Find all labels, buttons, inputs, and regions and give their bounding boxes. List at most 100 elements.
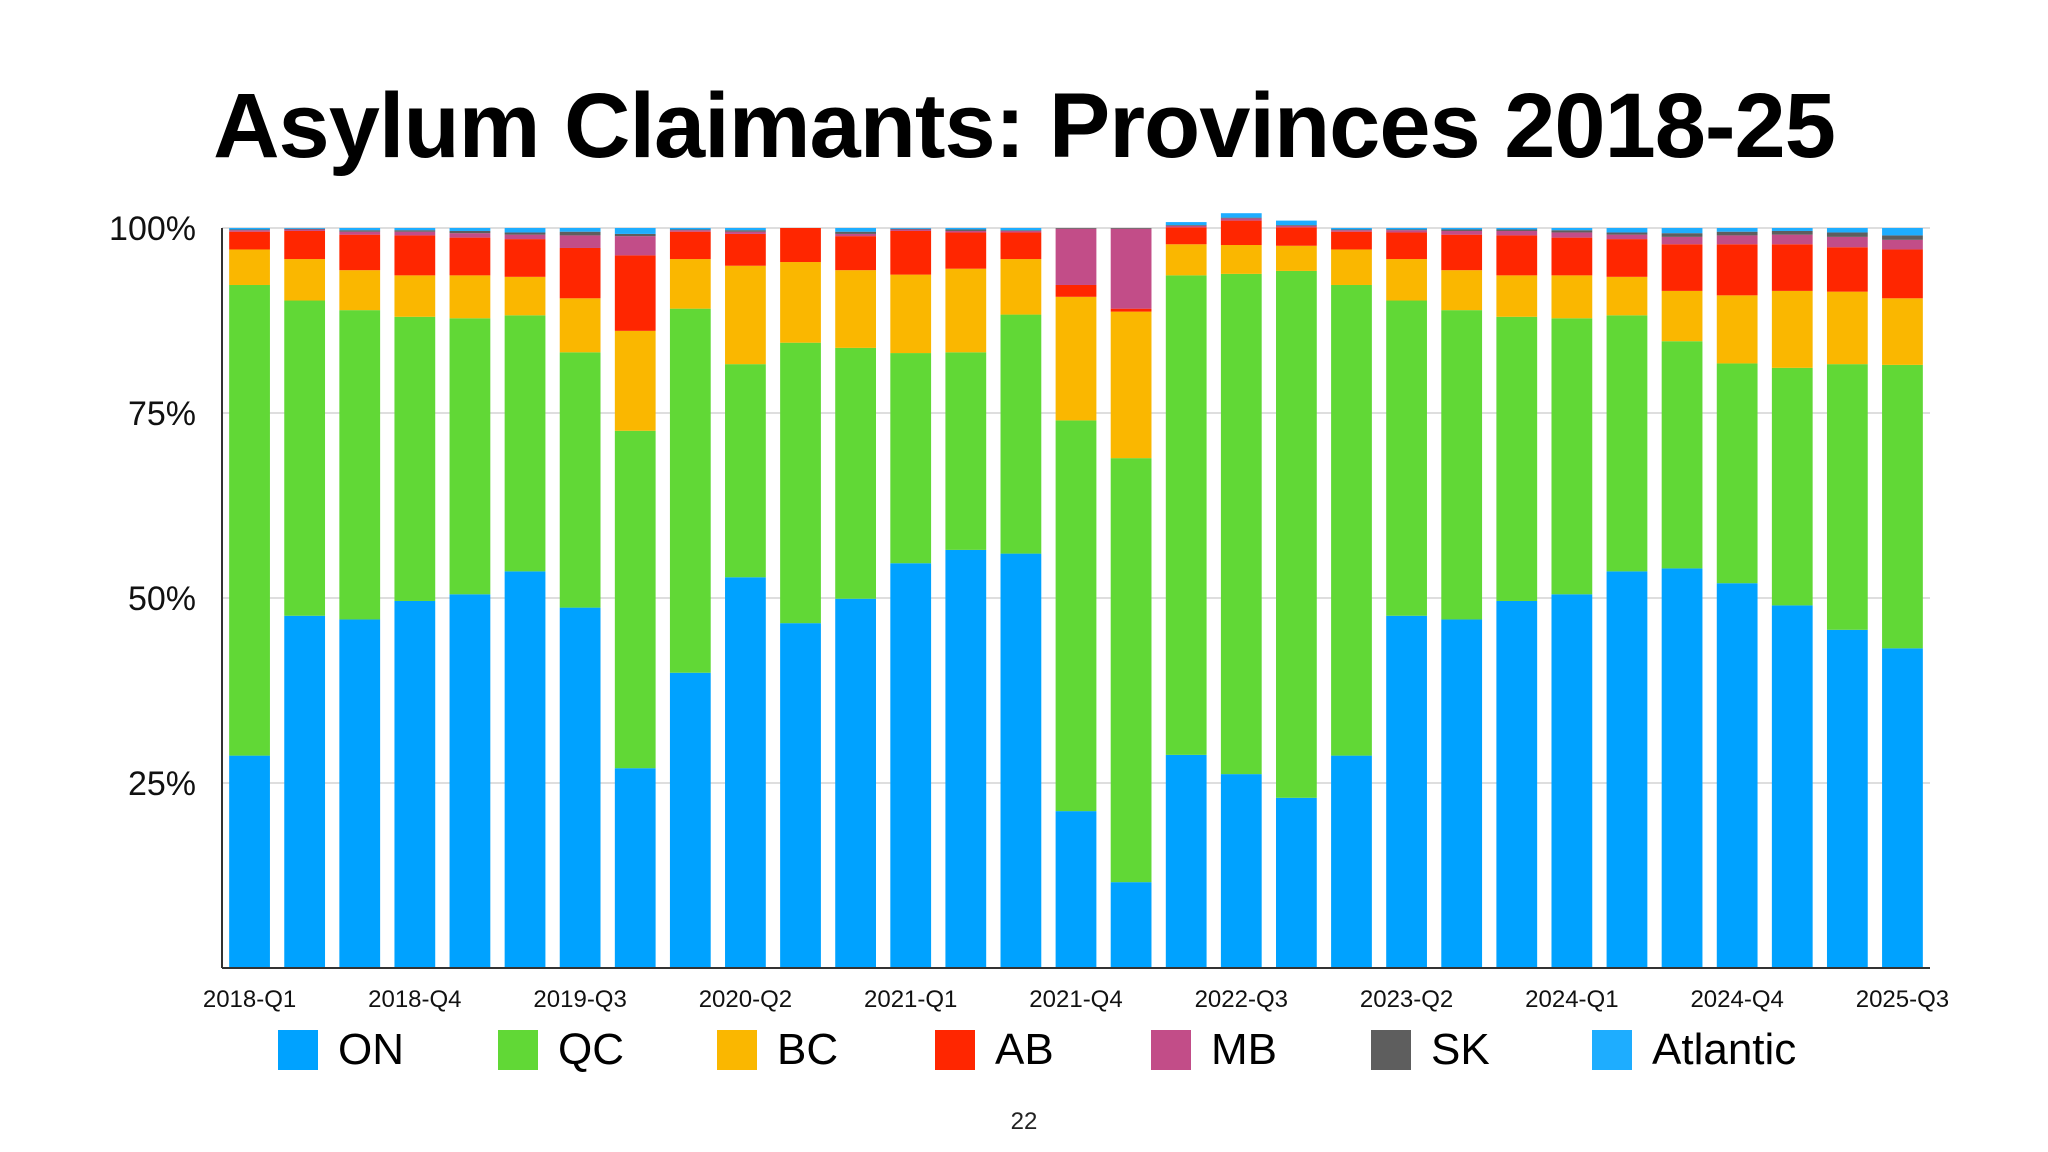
bar-segment-atlantic <box>1331 228 1372 230</box>
bar-segment-mb <box>559 235 601 248</box>
bar-segment-qc <box>1331 284 1372 756</box>
bar-segment-qc <box>1826 364 1868 630</box>
bar-segment-bc <box>1551 275 1593 319</box>
bar-segment-bc <box>1276 245 1317 271</box>
bar-segment-bc <box>1055 296 1097 421</box>
bar-segment-sk <box>394 230 436 232</box>
bar-segment-atlantic <box>1165 222 1207 226</box>
bar-segment-on <box>1826 629 1868 968</box>
bar-segment-ab <box>1165 227 1207 245</box>
bar-segment-sk <box>1826 232 1868 237</box>
bar-segment-mb <box>1661 236 1703 245</box>
bar-segment-sk <box>1882 235 1923 240</box>
bar-segment-qc <box>1882 364 1923 649</box>
bar-segment-bc <box>504 276 546 316</box>
bar-segment-on <box>1276 797 1317 968</box>
x-tick-label: 2022-Q3 <box>1195 986 1288 1013</box>
bar-segment-sk <box>1000 230 1042 231</box>
bar-segment-on <box>1220 774 1262 968</box>
bar-segment-mb <box>1331 230 1372 232</box>
x-tick-label: 2020-Q2 <box>699 986 792 1013</box>
bar-segment-on <box>1331 755 1372 968</box>
bar-segment-bc <box>614 330 656 431</box>
bar-segment-ab <box>1000 232 1042 260</box>
bar-segment-atlantic <box>669 228 711 230</box>
bar-segment-ab <box>1220 220 1262 246</box>
bar-segment-atlantic <box>890 228 932 229</box>
bar-segment-bc <box>284 259 326 301</box>
bar-segment-bc <box>1386 259 1427 301</box>
bar-segment-mb <box>669 230 711 232</box>
bar-segment-qc <box>1110 458 1152 883</box>
bar-segment-sk <box>229 229 270 231</box>
bar-segment-ab <box>1606 239 1648 277</box>
bar-segment-ab <box>1496 235 1538 276</box>
bar-segment-mb <box>1606 234 1648 240</box>
bar-segment-sk <box>339 230 381 232</box>
bar-segment-qc <box>1606 315 1648 572</box>
bar-segment-mb <box>1386 230 1427 233</box>
legend-item-qc: QC <box>498 1020 624 1080</box>
bar-segment-atlantic <box>504 228 546 233</box>
bar-segment-ab <box>1386 232 1427 260</box>
bar-segment-on <box>890 563 932 968</box>
bar-segment-sk <box>1551 230 1593 233</box>
bar-segment-on <box>1882 648 1923 968</box>
bar-segment-on <box>1716 583 1758 968</box>
legend-item-mb: MB <box>1151 1020 1277 1080</box>
bar-segment-qc <box>1661 341 1703 569</box>
bar-segment-atlantic <box>1276 220 1317 226</box>
bar-segment-bc <box>1606 276 1648 316</box>
bar-segment-mb <box>1220 218 1262 221</box>
bar-segment-ab <box>725 233 766 266</box>
legend-swatch <box>935 1030 975 1070</box>
bar-segment-bc <box>1716 295 1758 364</box>
bar-segment-mb <box>284 229 326 231</box>
bar-segment-qc <box>449 318 491 595</box>
bar-segment-sk <box>449 230 491 234</box>
bar-segment-atlantic <box>394 228 436 231</box>
bar-segment-on <box>1000 553 1042 968</box>
legend-item-atlantic: Atlantic <box>1592 1020 1796 1080</box>
bar-segment-on <box>1165 754 1207 968</box>
bar-segment-mb <box>1441 230 1483 235</box>
bar-segment-bc <box>725 265 766 365</box>
bar-segment-mb <box>1055 228 1097 285</box>
bar-segment-sk <box>1165 225 1207 226</box>
bar-segment-sk <box>1055 228 1097 229</box>
bar-segment-qc <box>284 300 326 616</box>
bar-segment-sk <box>504 232 546 235</box>
x-tick-label: 2024-Q1 <box>1525 986 1618 1013</box>
bar-segment-bc <box>1000 259 1042 315</box>
bar-segment-mb <box>1000 230 1042 233</box>
bar-segment-qc <box>339 310 381 620</box>
y-tick-label: 25% <box>128 765 196 803</box>
bar-segment-on <box>614 768 656 968</box>
bar-segment-atlantic <box>229 228 270 230</box>
bar-segment-bc <box>835 270 876 348</box>
bar-segment-sk <box>1386 229 1427 231</box>
bar-segment-on <box>725 577 766 968</box>
bar-segment-on <box>1441 619 1483 968</box>
bar-segment-atlantic <box>1441 228 1483 230</box>
bar-segment-atlantic <box>1386 228 1427 230</box>
bar-segment-atlantic <box>1771 228 1813 231</box>
bar-segment-ab <box>449 237 491 276</box>
bar-segment-mb <box>1551 232 1593 238</box>
legend-swatch <box>1592 1030 1632 1070</box>
bar-segment-bc <box>780 262 821 343</box>
bar-segment-atlantic <box>1606 228 1648 233</box>
bar-segment-bc <box>1441 270 1483 311</box>
bar-segment-ab <box>890 230 932 275</box>
bar-segment-sk <box>1716 231 1758 236</box>
legend-item-ab: AB <box>935 1020 1054 1080</box>
bar-segment-mb <box>890 229 932 231</box>
bar-segment-atlantic <box>1496 228 1538 230</box>
legend-label: ON <box>338 1025 404 1074</box>
bar-segment-bc <box>229 249 270 285</box>
bar-segment-ab <box>1826 247 1868 292</box>
bar-segment-mb <box>1110 228 1152 309</box>
bar-segment-sk <box>1771 230 1813 235</box>
bar-segment-sk <box>284 228 326 230</box>
bar-segment-ab <box>1716 244 1758 296</box>
